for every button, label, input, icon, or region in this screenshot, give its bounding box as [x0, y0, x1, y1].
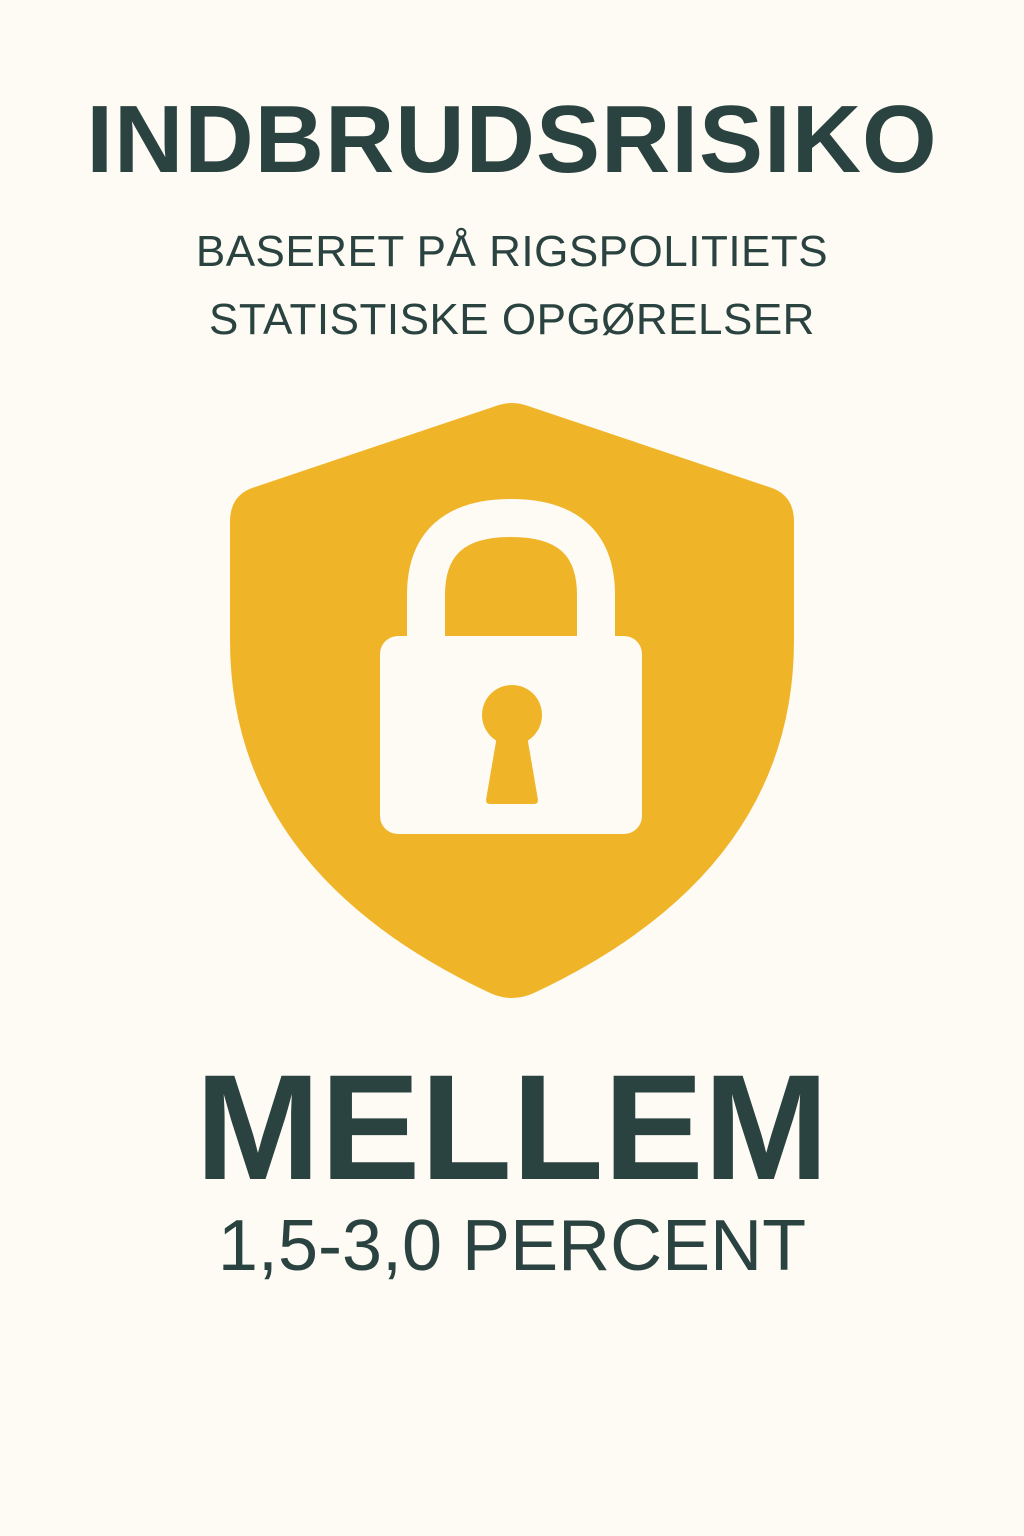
risk-level: MELLEM — [195, 1043, 829, 1211]
risk-range: 1,5-3,0 PERCENT — [217, 1206, 807, 1286]
page-title: INDBRUDSRISIKO — [86, 86, 938, 193]
subtitle-line-2: STATISTISKE OPGØRELSER — [209, 295, 815, 344]
shield-lock-emblem — [230, 403, 794, 998]
subtitle-line-1: BASERET PÅ RIGSPOLITIETS — [195, 227, 829, 276]
padlock-icon — [380, 498, 642, 834]
keyhole-icon — [482, 685, 542, 745]
